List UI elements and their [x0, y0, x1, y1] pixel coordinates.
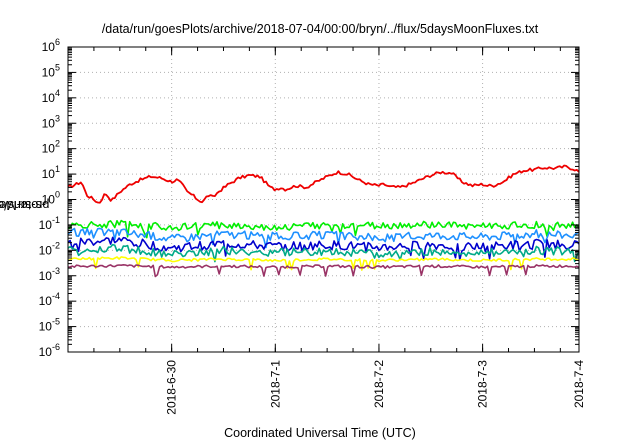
series-line-6 — [67, 256, 580, 271]
x-tick-label: 2018-7-3 — [476, 360, 490, 408]
y-tick-label: 10-2 — [39, 240, 60, 257]
y-tick-label: 10-3 — [39, 266, 60, 283]
series-line-5 — [67, 243, 580, 263]
series-line-4 — [67, 236, 580, 261]
y-axis-ticks: 10-6 10-5 10-4 10-3 10-2 10-1 100 101 102 103 104 1… — [39, 37, 579, 359]
series-line-7 — [67, 263, 580, 278]
x-tick-label: 2018-7-1 — [268, 360, 282, 408]
series-line-1 — [67, 164, 580, 204]
chart-title: /data/run/goesPlots/archive/2018-07-04/0… — [101, 22, 539, 36]
y-tick-label: 103 — [42, 113, 60, 130]
y-tick-label: 101 — [42, 164, 60, 181]
x-tick-label: 2018-6-30 — [165, 360, 179, 415]
y-tick-label: 10-5 — [39, 317, 60, 334]
series-group — [67, 164, 580, 278]
x-axis-label: Coordinated Universal Time (UTC) — [224, 426, 416, 440]
grid-lines — [68, 47, 580, 352]
x-axis-ticks: 2018-6-30 2018-7-1 2018-7-2 2018-7-3 2018-7-… — [93, 47, 586, 415]
y-tick-label: 105 — [42, 62, 60, 79]
y-tick-label: 104 — [42, 88, 60, 105]
y-tick-label: 102 — [42, 139, 60, 156]
series-line-3 — [67, 227, 580, 249]
y-tick-label: 10-4 — [39, 291, 60, 308]
series-line-2 — [67, 219, 580, 239]
y-tick-label: 10-1 — [39, 215, 60, 232]
y-tick-label: 10-6 — [39, 342, 60, 359]
x-tick-label: 2018-7-2 — [372, 360, 386, 408]
y-tick-label: 106 — [42, 37, 60, 54]
y-tick-label: 100 — [42, 190, 60, 207]
x-tick-label: 2018-7-4 — [572, 360, 586, 408]
